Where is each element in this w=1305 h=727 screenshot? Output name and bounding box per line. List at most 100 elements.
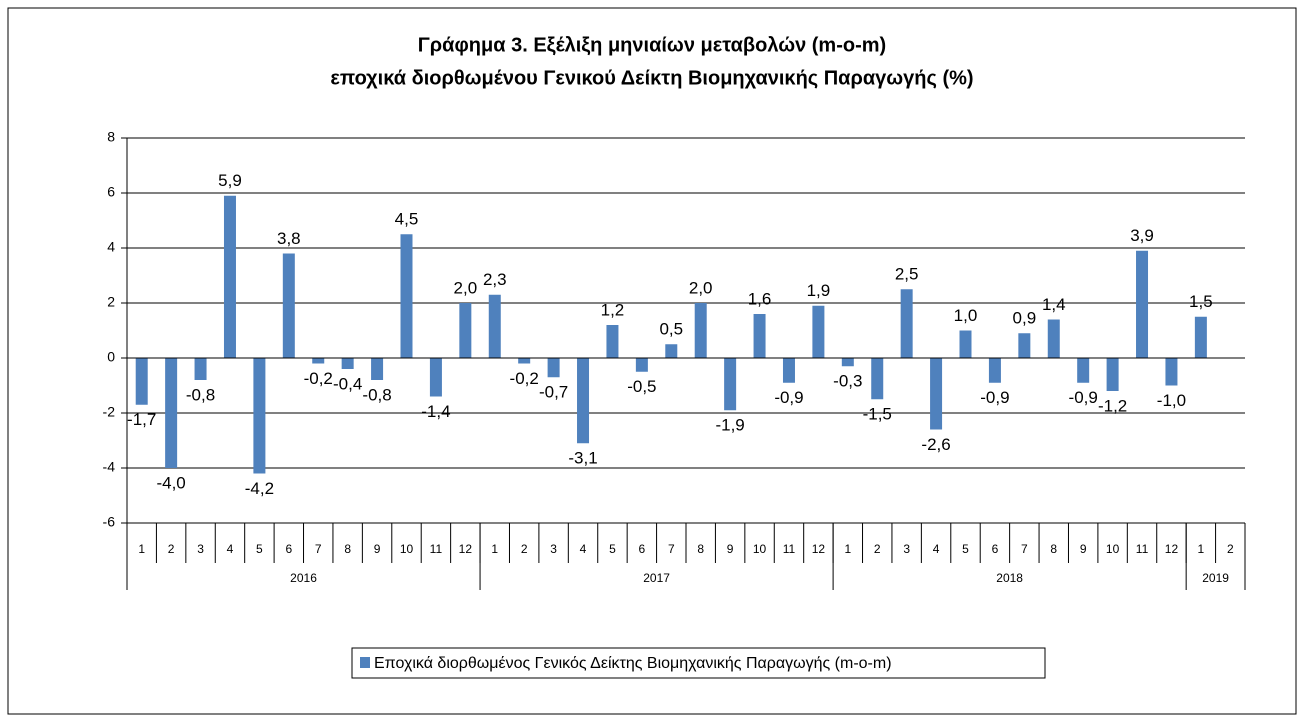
data-label: -1,0	[1157, 391, 1186, 410]
legend-label: Εποχικά διορθωμένος Γενικός Δείκτης Βιομ…	[374, 655, 892, 672]
data-label: 1,4	[1042, 295, 1066, 314]
x-tick-label: 11	[1136, 542, 1149, 556]
data-label: -2,6	[921, 435, 950, 454]
bar	[371, 358, 384, 380]
data-label: -0,9	[980, 388, 1009, 407]
x-tick-label: 10	[400, 542, 414, 556]
bar	[547, 358, 560, 378]
x-tick-label: 1	[1198, 542, 1205, 556]
x-tick-label: 9	[727, 542, 734, 556]
data-label: 0,9	[1013, 309, 1037, 328]
data-label: -4,0	[156, 473, 185, 492]
bar	[135, 358, 148, 405]
x-tick-label: 2	[874, 542, 881, 556]
y-tick-label: 0	[107, 349, 115, 365]
bar	[930, 358, 943, 430]
data-label: 1,5	[1189, 292, 1213, 311]
x-tick-label: 5	[256, 542, 263, 556]
x-tick-label: 6	[992, 542, 999, 556]
data-label: -0,8	[362, 385, 391, 404]
group-label: 2017	[643, 571, 670, 585]
bar	[400, 234, 413, 358]
data-label: -3,1	[568, 449, 597, 468]
data-label: -1,5	[863, 405, 892, 424]
bar	[1136, 250, 1149, 358]
data-label: -1,4	[421, 402, 450, 421]
bar	[959, 330, 972, 358]
bar	[724, 358, 737, 411]
bar	[429, 358, 442, 397]
y-tick-label: 8	[107, 129, 115, 145]
x-tick-label: 6	[285, 542, 292, 556]
data-label: -0,3	[833, 372, 862, 391]
group-label: 2016	[290, 571, 317, 585]
bar	[253, 358, 266, 474]
bar	[871, 358, 884, 400]
data-label: 2,5	[895, 265, 919, 284]
data-label: -0,9	[1069, 388, 1098, 407]
data-label: -0,8	[186, 385, 215, 404]
data-label: -4,2	[245, 479, 274, 498]
x-tick-label: 3	[550, 542, 557, 556]
group-label: 2018	[996, 571, 1023, 585]
x-tick-label: 7	[315, 542, 322, 556]
x-tick-label: 3	[903, 542, 910, 556]
x-tick-label: 8	[1050, 542, 1057, 556]
legend-box	[351, 647, 1046, 679]
x-tick-label: 4	[580, 542, 587, 556]
x-tick-label: 6	[639, 542, 646, 556]
y-tick-label: -6	[103, 514, 116, 530]
bar	[1194, 316, 1207, 358]
bar	[282, 253, 295, 358]
x-tick-label: 4	[933, 542, 940, 556]
bar	[1018, 333, 1031, 358]
bar	[312, 358, 325, 364]
bar	[753, 314, 766, 358]
data-label: -0,5	[627, 377, 656, 396]
data-label: -0,4	[333, 374, 362, 393]
y-tick-label: 4	[107, 239, 115, 255]
bar	[488, 294, 501, 358]
x-tick-label: 9	[1080, 542, 1087, 556]
data-label: -0,7	[539, 383, 568, 402]
bar	[1106, 358, 1119, 391]
x-tick-label: 10	[753, 542, 767, 556]
data-label: 3,9	[1130, 226, 1154, 245]
data-label: 1,0	[954, 306, 978, 325]
data-label: 2,0	[689, 278, 713, 297]
bar	[459, 303, 472, 358]
data-label: -0,2	[510, 369, 539, 388]
data-label: -1,9	[715, 416, 744, 435]
y-tick-label: 6	[107, 184, 115, 200]
x-tick-label: 1	[491, 542, 498, 556]
bar	[694, 303, 707, 358]
bar	[1077, 358, 1090, 383]
chart-title: εποχικά διορθωμένου Γενικού Δείκτη Βιομη…	[330, 67, 973, 89]
chart-title: Γράφημα 3. Εξέλιξη μηνιαίων μεταβολών (m…	[418, 34, 886, 56]
x-tick-label: 7	[1021, 542, 1028, 556]
x-tick-label: 7	[668, 542, 675, 556]
x-tick-label: 5	[609, 542, 616, 556]
bar	[665, 344, 678, 358]
x-tick-label: 8	[344, 542, 351, 556]
bar	[900, 289, 913, 358]
bar	[812, 305, 825, 358]
bar	[577, 358, 590, 444]
x-tick-label: 12	[459, 542, 473, 556]
bar	[988, 358, 1001, 383]
x-tick-label: 11	[783, 542, 796, 556]
bar	[606, 325, 619, 358]
x-tick-label: 2	[1227, 542, 1234, 556]
data-label: 2,3	[483, 270, 507, 289]
x-tick-label: 12	[812, 542, 826, 556]
data-label: 1,2	[601, 300, 625, 319]
x-tick-label: 1	[844, 542, 851, 556]
x-tick-label: 9	[374, 542, 381, 556]
bar	[194, 358, 207, 380]
x-tick-label: 3	[197, 542, 204, 556]
y-tick-label: -2	[103, 404, 116, 420]
x-tick-label: 2	[521, 542, 528, 556]
bar	[782, 358, 795, 383]
x-tick-label: 4	[227, 542, 234, 556]
